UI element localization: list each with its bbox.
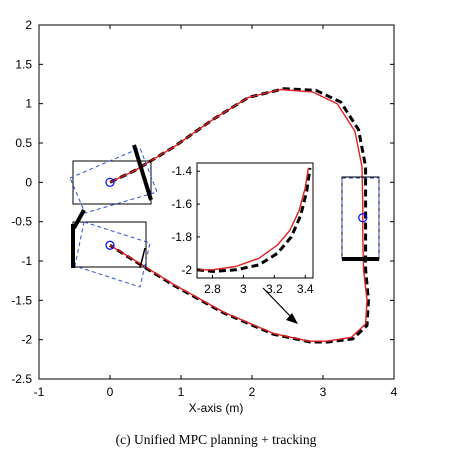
y-tick-label: 1.5 bbox=[15, 57, 32, 71]
pose-marker bbox=[105, 240, 115, 250]
y-tick-label: 0.5 bbox=[15, 136, 32, 150]
pose-marker bbox=[105, 177, 115, 187]
y-tick-label: 1 bbox=[25, 97, 32, 111]
inset-plot: 2.8 3 3.2 3.4 -1.4 -1.6 -1.8 -2 bbox=[171, 162, 314, 296]
figure-caption: (c) Unified MPC planning + tracking bbox=[116, 432, 317, 447]
x-tick-label: 2 bbox=[249, 385, 256, 399]
y-tick-label: -2 bbox=[21, 333, 32, 347]
x-axis-title: X-axis (m) bbox=[189, 401, 244, 415]
y-tick-label: -1 bbox=[21, 254, 32, 268]
x-tick-label: 0 bbox=[107, 385, 114, 399]
zoom-arrow bbox=[262, 287, 298, 324]
inset-y-tick-label: -1.6 bbox=[171, 197, 192, 211]
plot-frame bbox=[38, 24, 395, 380]
vehicle-footprint-start-b bbox=[71, 221, 151, 288]
planned-path-line bbox=[109, 88, 368, 342]
y-tick-label: -2.5 bbox=[11, 372, 32, 386]
inset-x-tick-label: 3.4 bbox=[297, 282, 314, 296]
y-tick-label: 0 bbox=[25, 175, 32, 189]
y-tick-label: -0.5 bbox=[11, 215, 32, 229]
inset-planned-line bbox=[197, 167, 310, 271]
inset-y-tick-label: -1.8 bbox=[171, 230, 192, 244]
x-tick-label: -1 bbox=[34, 385, 45, 399]
vehicle-footprint-start-a bbox=[69, 144, 158, 229]
x-tick-label: 1 bbox=[178, 385, 185, 399]
inset-y-tick-label: -2 bbox=[181, 263, 192, 277]
inset-x-tick-label: 2.8 bbox=[204, 282, 221, 296]
y-tick-label: -1.5 bbox=[11, 293, 32, 307]
x-tick-label: 3 bbox=[320, 385, 327, 399]
x-tick-label: 4 bbox=[391, 385, 398, 399]
inset-x-tick-label: 3.2 bbox=[266, 282, 283, 296]
vehicle-footprint-goal bbox=[341, 176, 380, 261]
inset-y-tick-label: -1.4 bbox=[171, 164, 192, 178]
y-tick-label: 2 bbox=[25, 18, 32, 32]
inset-tracked-line bbox=[196, 167, 312, 273]
inset-x-tick-label: 3 bbox=[240, 282, 247, 296]
pose-marker bbox=[358, 213, 368, 223]
